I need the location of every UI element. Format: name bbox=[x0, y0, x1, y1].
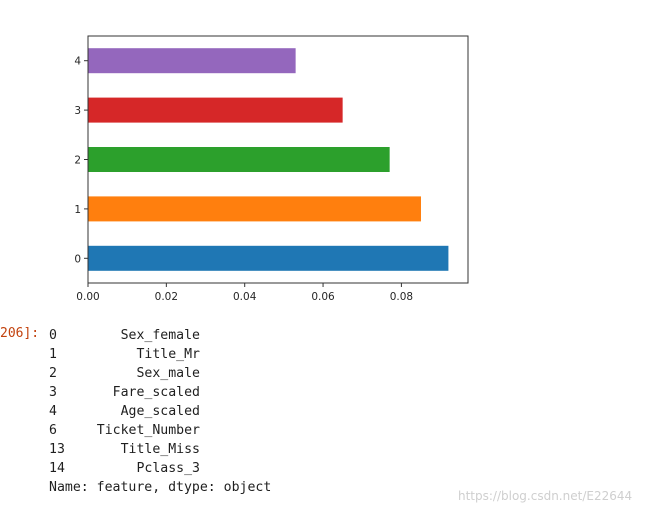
row-index: 0 bbox=[49, 328, 57, 343]
row-value: Sex_male bbox=[136, 366, 200, 381]
row-index: 14 bbox=[49, 461, 65, 476]
series-row: 6 Ticket_Number bbox=[49, 421, 271, 440]
x-tick-label: 0.06 bbox=[311, 291, 335, 303]
series-row: 1 Title_Mr bbox=[49, 345, 271, 364]
bars-group bbox=[88, 48, 449, 271]
row-index: 2 bbox=[49, 366, 57, 381]
x-tick-label: 0.08 bbox=[390, 291, 413, 303]
row-value: Title_Miss bbox=[120, 442, 200, 457]
row-index: 1 bbox=[49, 347, 57, 362]
series-footer: Name: feature, dtype: object bbox=[49, 480, 272, 495]
series-row: 0 Sex_female bbox=[49, 326, 271, 345]
bar-3 bbox=[88, 97, 343, 123]
series-output: 0 Sex_female 1 Title_Mr 2 Sex_male 3 Fare_scale… bbox=[49, 326, 271, 497]
bar-1 bbox=[88, 196, 421, 222]
row-value: Age_scaled bbox=[120, 404, 200, 419]
bar-4 bbox=[88, 48, 296, 74]
series-row: 14 Pclass_3 bbox=[49, 459, 271, 478]
row-index: 6 bbox=[49, 423, 57, 438]
feature-importance-chart: 0 1 2 3 4 0.00 0.02 0.04 0.06 0.08 bbox=[74, 35, 469, 303]
x-axis: 0.00 0.02 0.04 0.06 0.08 bbox=[76, 283, 413, 303]
bar-2 bbox=[88, 147, 390, 172]
row-value: Sex_female bbox=[120, 328, 200, 343]
series-row: 2 Sex_male bbox=[49, 364, 271, 383]
x-tick-label: 0.04 bbox=[233, 291, 257, 303]
x-tick-label: 0.02 bbox=[155, 291, 178, 303]
y-tick-label: 3 bbox=[74, 105, 81, 117]
row-value: Fare_scaled bbox=[112, 385, 200, 400]
row-value: Ticket_Number bbox=[96, 423, 200, 438]
series-rows: 0 Sex_female 1 Title_Mr 2 Sex_male 3 Fare_scale… bbox=[49, 326, 271, 478]
watermark-text: https://blog.csdn.net/E22644 bbox=[458, 489, 633, 503]
row-index: 13 bbox=[49, 442, 65, 457]
series-row: 13 Title_Miss bbox=[49, 440, 271, 459]
series-row: 3 Fare_scaled bbox=[49, 383, 271, 402]
row-index: 4 bbox=[49, 404, 57, 419]
y-tick-label: 0 bbox=[74, 253, 81, 265]
y-tick-label: 4 bbox=[74, 56, 81, 68]
y-tick-label: 2 bbox=[74, 155, 81, 167]
x-tick-label: 0.00 bbox=[76, 291, 99, 303]
bar-0 bbox=[88, 245, 449, 271]
series-row: 4 Age_scaled bbox=[49, 402, 271, 421]
row-value: Pclass_3 bbox=[136, 461, 200, 476]
row-value: Title_Mr bbox=[136, 347, 200, 362]
row-index: 3 bbox=[49, 385, 57, 400]
cell-prompt: 206]: bbox=[0, 326, 40, 341]
y-tick-label: 1 bbox=[74, 204, 81, 216]
y-axis: 0 1 2 3 4 bbox=[74, 56, 88, 265]
